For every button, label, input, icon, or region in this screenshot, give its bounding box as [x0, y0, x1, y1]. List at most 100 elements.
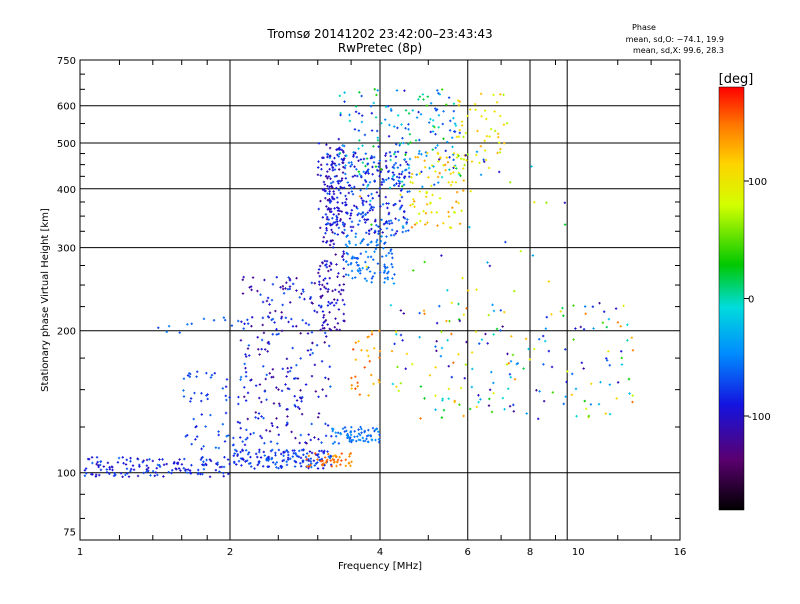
- data-point: [341, 298, 345, 302]
- data-point: [488, 264, 492, 268]
- data-point: [383, 263, 386, 266]
- data-point: [450, 332, 453, 336]
- data-point: [227, 434, 230, 437]
- data-point: [321, 294, 324, 297]
- data-point: [436, 224, 439, 227]
- data-point: [347, 461, 351, 465]
- data-point: [342, 258, 345, 261]
- data-point: [462, 313, 466, 316]
- data-point: [434, 408, 437, 411]
- data-point: [439, 355, 443, 358]
- data-point: [300, 397, 303, 400]
- data-point: [331, 442, 335, 445]
- data-point: [309, 438, 312, 442]
- data-point: [237, 395, 240, 399]
- data-point: [350, 425, 353, 429]
- x-tick-label: 10: [572, 547, 585, 558]
- data-point: [313, 464, 317, 467]
- data-point: [339, 218, 342, 221]
- data-point: [450, 136, 454, 139]
- data-point: [630, 336, 634, 339]
- data-point: [410, 226, 414, 229]
- data-point: [367, 168, 370, 171]
- data-point: [360, 197, 363, 200]
- data-point: [316, 416, 320, 419]
- data-point: [329, 207, 333, 211]
- data-point: [323, 456, 327, 459]
- data-point: [251, 276, 255, 279]
- data-point: [415, 173, 418, 176]
- data-point: [343, 91, 346, 94]
- data-point: [438, 158, 441, 161]
- data-point: [363, 366, 366, 369]
- data-point: [241, 278, 244, 281]
- data-point: [431, 124, 435, 128]
- data-point: [266, 296, 270, 300]
- data-point: [333, 207, 336, 210]
- data-point: [339, 113, 342, 117]
- data-point: [328, 276, 331, 280]
- data-point: [607, 317, 611, 321]
- data-point: [501, 396, 505, 400]
- data-point: [363, 430, 366, 434]
- data-point: [366, 211, 369, 214]
- data-point: [297, 455, 301, 458]
- data-point: [361, 215, 364, 219]
- data-point: [108, 472, 111, 475]
- data-point: [395, 89, 399, 92]
- data-point: [409, 204, 412, 207]
- data-point: [458, 131, 461, 135]
- data-point: [392, 203, 395, 207]
- data-point: [381, 203, 385, 206]
- data-point: [475, 288, 478, 291]
- data-point: [244, 375, 248, 378]
- data-point: [616, 381, 620, 384]
- data-point: [237, 402, 240, 406]
- data-point: [398, 199, 402, 203]
- data-point: [423, 166, 427, 169]
- data-point: [350, 161, 353, 164]
- data-point: [334, 431, 337, 434]
- data-point: [443, 163, 447, 167]
- data-point: [108, 466, 111, 469]
- data-point: [506, 352, 509, 356]
- data-point: [282, 458, 286, 462]
- data-point: [380, 168, 383, 171]
- data-point: [343, 430, 346, 433]
- data-point: [258, 353, 261, 356]
- data-point: [257, 348, 260, 351]
- data-point: [332, 304, 336, 307]
- data-point: [317, 142, 321, 145]
- data-point: [232, 436, 235, 440]
- data-point: [309, 460, 312, 463]
- data-point: [455, 190, 459, 194]
- data-point: [413, 223, 417, 226]
- data-point: [456, 153, 460, 156]
- data-point: [242, 458, 245, 461]
- data-point: [350, 376, 353, 380]
- data-point: [469, 190, 472, 193]
- data-point: [391, 165, 395, 169]
- data-point: [307, 433, 310, 436]
- data-point: [412, 269, 415, 272]
- data-point: [330, 184, 333, 188]
- data-point: [562, 402, 565, 406]
- data-point: [327, 455, 331, 458]
- data-point: [186, 468, 190, 471]
- data-point: [254, 452, 258, 456]
- data-point: [99, 468, 103, 472]
- data-point: [327, 218, 330, 221]
- data-point: [288, 369, 292, 373]
- data-point: [409, 180, 412, 184]
- data-point: [508, 373, 512, 376]
- data-point: [422, 98, 425, 101]
- data-point: [282, 450, 285, 454]
- data-point: [359, 272, 362, 275]
- data-point: [305, 452, 309, 455]
- data-point: [571, 372, 574, 376]
- data-point: [309, 295, 313, 299]
- data-point: [232, 454, 235, 457]
- data-point: [306, 332, 310, 335]
- data-point: [333, 460, 336, 464]
- data-point: [428, 166, 431, 170]
